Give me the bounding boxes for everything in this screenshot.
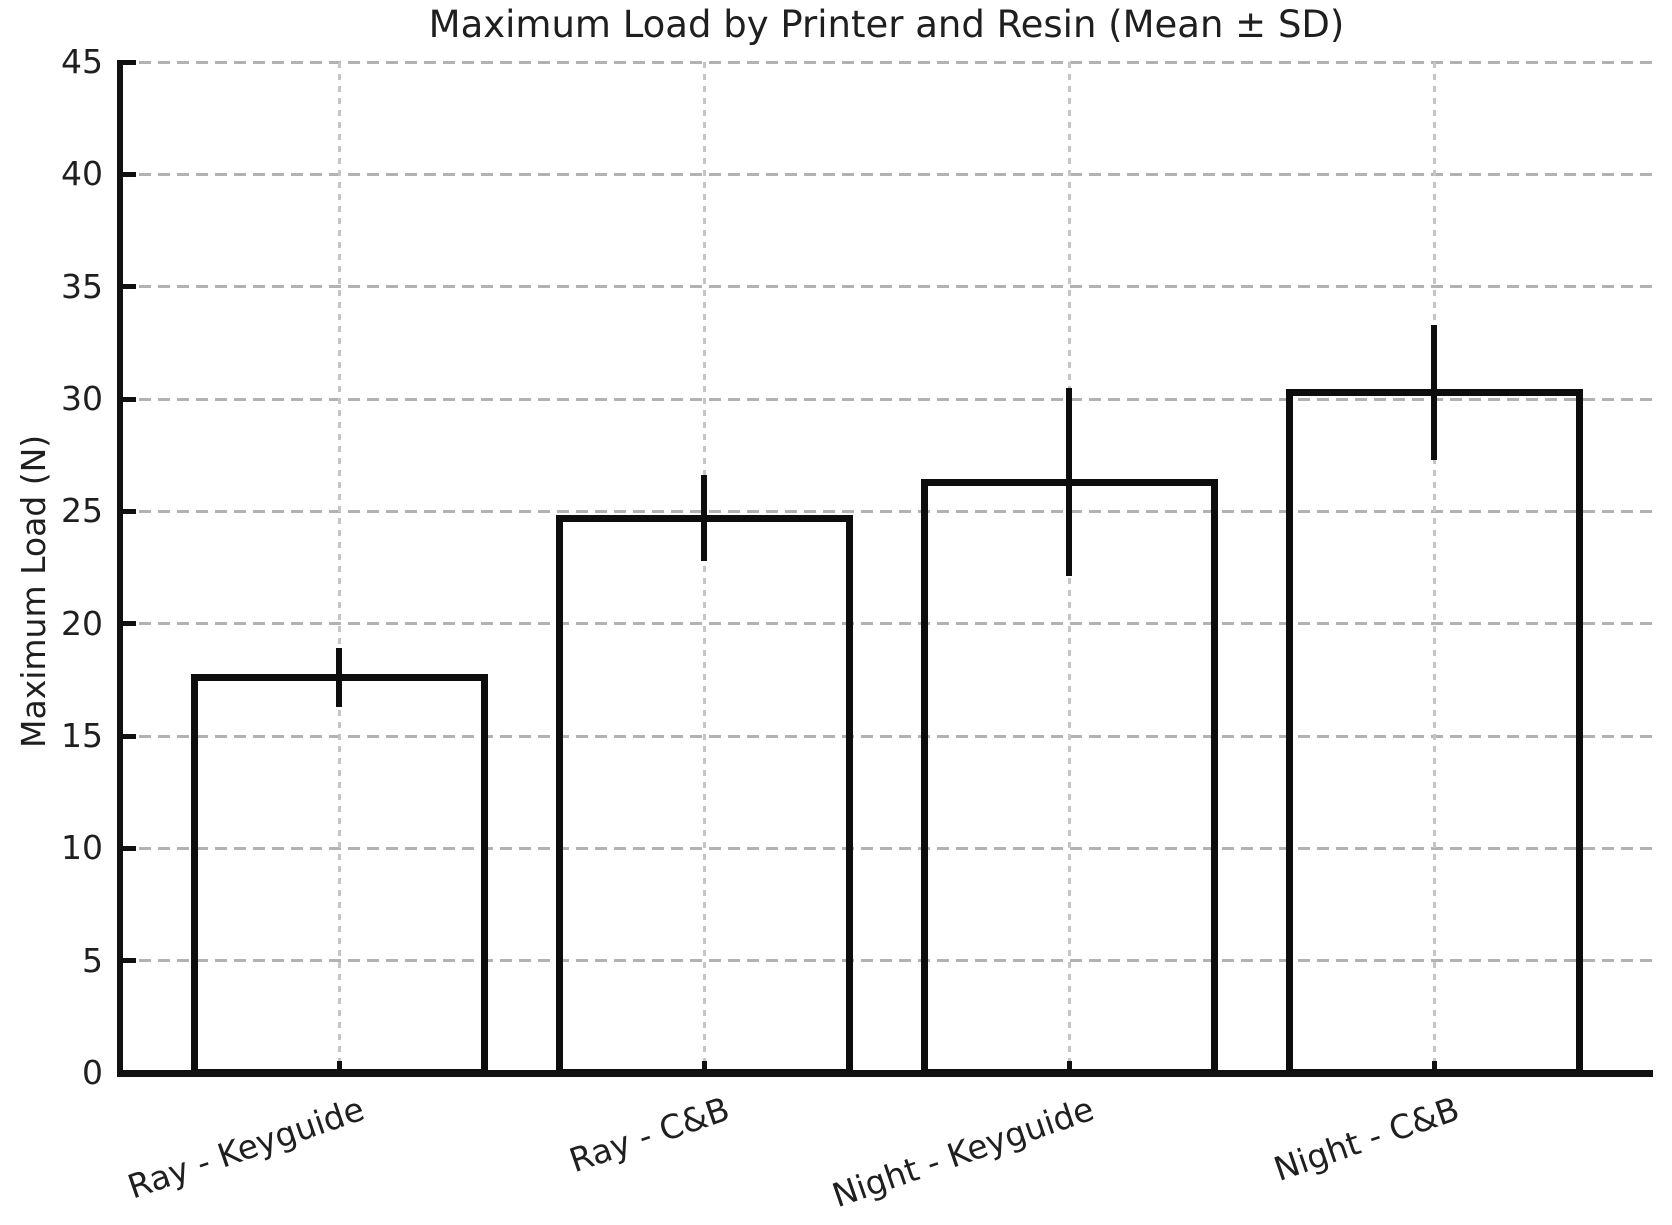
bar bbox=[555, 514, 853, 1077]
y-gridline bbox=[120, 846, 1653, 850]
x-tick-label: Night - Keyguide bbox=[827, 1089, 1100, 1216]
chart-title: Maximum Load by Printer and Resin (Mean … bbox=[428, 3, 1345, 46]
y-gridline bbox=[120, 622, 1653, 626]
x-axis-spine bbox=[117, 1070, 1653, 1077]
y-tick-mark bbox=[123, 171, 136, 177]
x-tick-label: Ray - C&B bbox=[564, 1089, 735, 1181]
x-tick-label: Ray - Keyguide bbox=[122, 1089, 370, 1207]
y-tick-label: 10 bbox=[61, 828, 103, 868]
y-tick-mark bbox=[123, 733, 136, 739]
x-tick-mark bbox=[1066, 1061, 1072, 1073]
x-gridline bbox=[702, 62, 706, 1073]
y-tick-mark bbox=[123, 59, 136, 65]
y-tick-label: 45 bbox=[61, 42, 103, 81]
y-gridline bbox=[120, 60, 1653, 64]
y-axis-spine bbox=[117, 60, 123, 1076]
y-tick-mark bbox=[123, 396, 136, 402]
bar bbox=[190, 674, 488, 1077]
y-gridline bbox=[120, 172, 1653, 176]
y-tick-label: 15 bbox=[61, 716, 103, 755]
y-tick-label: 25 bbox=[61, 491, 103, 531]
y-tick-mark bbox=[123, 845, 136, 851]
y-tick-label: 35 bbox=[61, 266, 103, 306]
error-bar bbox=[1431, 324, 1437, 460]
bar bbox=[1285, 388, 1583, 1077]
x-tick-mark bbox=[1431, 1061, 1437, 1073]
y-gridline bbox=[120, 959, 1653, 963]
y-tick-mark bbox=[123, 284, 136, 290]
x-gridline bbox=[337, 62, 341, 1073]
y-tick-label: 5 bbox=[82, 940, 103, 980]
y-gridline bbox=[120, 509, 1653, 513]
x-tick-label: Night - C&B bbox=[1268, 1089, 1465, 1189]
error-bar bbox=[701, 475, 707, 561]
y-tick-mark bbox=[123, 958, 136, 964]
y-tick-label: 30 bbox=[61, 379, 103, 418]
y-tick-label: 40 bbox=[61, 154, 103, 194]
y-axis-label: Maximum Load (N) bbox=[14, 434, 53, 748]
y-tick-mark bbox=[123, 508, 136, 514]
error-bar bbox=[1066, 387, 1072, 577]
y-gridline bbox=[120, 397, 1653, 401]
y-gridline bbox=[120, 734, 1653, 738]
y-tick-mark bbox=[123, 621, 136, 627]
x-tick-mark bbox=[336, 1061, 342, 1073]
y-tick-label: 0 bbox=[82, 1053, 103, 1092]
x-gridline bbox=[1432, 62, 1436, 1073]
error-bar bbox=[336, 648, 342, 707]
y-tick-label: 20 bbox=[61, 603, 103, 643]
x-tick-mark bbox=[701, 1061, 707, 1073]
plot-area: 0 5 10 15 20 25 30 35 40 45 Ray - Keyguide Ray - C&… bbox=[61, 45, 1653, 1215]
y-gridline bbox=[120, 285, 1653, 289]
